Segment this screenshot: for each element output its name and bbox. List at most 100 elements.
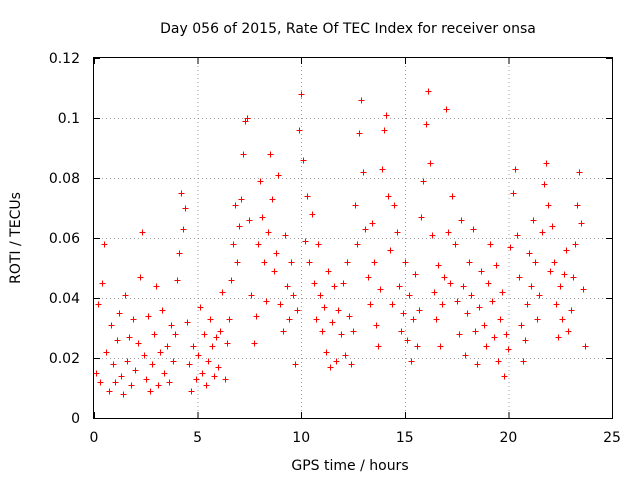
data-point [118, 373, 125, 380]
data-point [367, 301, 374, 308]
data-point [269, 196, 276, 203]
data-point [130, 316, 137, 323]
x-tick-label: 5 [193, 430, 202, 446]
data-point [358, 97, 365, 104]
data-point [532, 259, 539, 266]
data-point [360, 169, 367, 176]
data-point [514, 232, 521, 239]
data-point [418, 214, 425, 221]
data-point [425, 88, 432, 95]
data-point [447, 280, 454, 287]
data-point [319, 328, 326, 335]
data-point [290, 292, 297, 299]
data-point [398, 328, 405, 335]
data-point [271, 268, 278, 275]
data-point [449, 193, 456, 200]
data-point [362, 226, 369, 233]
data-point [201, 331, 208, 338]
data-point [306, 259, 313, 266]
data-point [545, 202, 552, 209]
data-point [209, 343, 216, 350]
data-point [493, 262, 500, 269]
x-axis-label: GPS time / hours [291, 458, 408, 474]
data-point [373, 322, 380, 329]
data-point [391, 202, 398, 209]
data-point [222, 376, 229, 383]
data-point [396, 283, 403, 290]
data-point [168, 322, 175, 329]
data-point [412, 271, 419, 278]
data-point [213, 334, 220, 341]
plot-frame [93, 57, 613, 419]
data-point [495, 358, 502, 365]
data-point [574, 202, 581, 209]
data-points [93, 88, 589, 398]
data-point [230, 241, 237, 248]
y-tick-label: 0 [71, 411, 80, 427]
data-point [526, 250, 533, 257]
data-point [439, 301, 446, 308]
data-point [518, 322, 525, 329]
data-point [97, 379, 104, 386]
data-point [267, 151, 274, 158]
data-point [379, 166, 386, 173]
data-point [354, 241, 361, 248]
data-point [137, 274, 144, 281]
data-point [348, 361, 355, 368]
data-point [257, 178, 264, 185]
data-point [151, 331, 158, 338]
data-point [381, 127, 388, 134]
data-point [356, 130, 363, 137]
y-tick-label: 0.02 [49, 351, 80, 367]
data-point [331, 283, 338, 290]
data-point [557, 283, 564, 290]
data-point [205, 358, 212, 365]
y-tick-label: 0.1 [58, 111, 80, 127]
data-point [472, 328, 479, 335]
data-point [265, 229, 272, 236]
data-point [389, 301, 396, 308]
data-point [466, 259, 473, 266]
data-point [371, 259, 378, 266]
data-point [317, 292, 324, 299]
data-point [503, 331, 510, 338]
data-point [155, 382, 162, 389]
data-point [286, 316, 293, 323]
data-point [300, 157, 307, 164]
data-point [456, 331, 463, 338]
y-tick-label: 0.04 [49, 291, 80, 307]
data-point [507, 244, 514, 251]
data-point [273, 250, 280, 257]
data-point [110, 361, 117, 368]
data-point [238, 196, 245, 203]
data-point [561, 271, 568, 278]
data-point [516, 274, 523, 281]
data-point [184, 319, 191, 326]
data-point [572, 241, 579, 248]
data-point [232, 202, 239, 209]
data-point [433, 316, 440, 323]
data-point [387, 247, 394, 254]
data-point [298, 91, 305, 98]
data-point [435, 262, 442, 269]
data-point [161, 370, 168, 377]
data-point [315, 241, 322, 248]
data-point [510, 190, 517, 197]
data-point [143, 376, 150, 383]
data-point [248, 292, 255, 299]
data-point [458, 217, 465, 224]
data-point [253, 313, 260, 320]
data-point [329, 319, 336, 326]
data-point [441, 274, 448, 281]
data-point [404, 337, 411, 344]
data-point [170, 358, 177, 365]
data-point [188, 388, 195, 395]
data-point [296, 127, 303, 134]
data-point [149, 361, 156, 368]
data-point [122, 292, 129, 299]
data-point [141, 352, 148, 359]
data-point [420, 178, 427, 185]
data-point [93, 370, 100, 377]
data-point [321, 304, 328, 311]
data-point [528, 283, 535, 290]
